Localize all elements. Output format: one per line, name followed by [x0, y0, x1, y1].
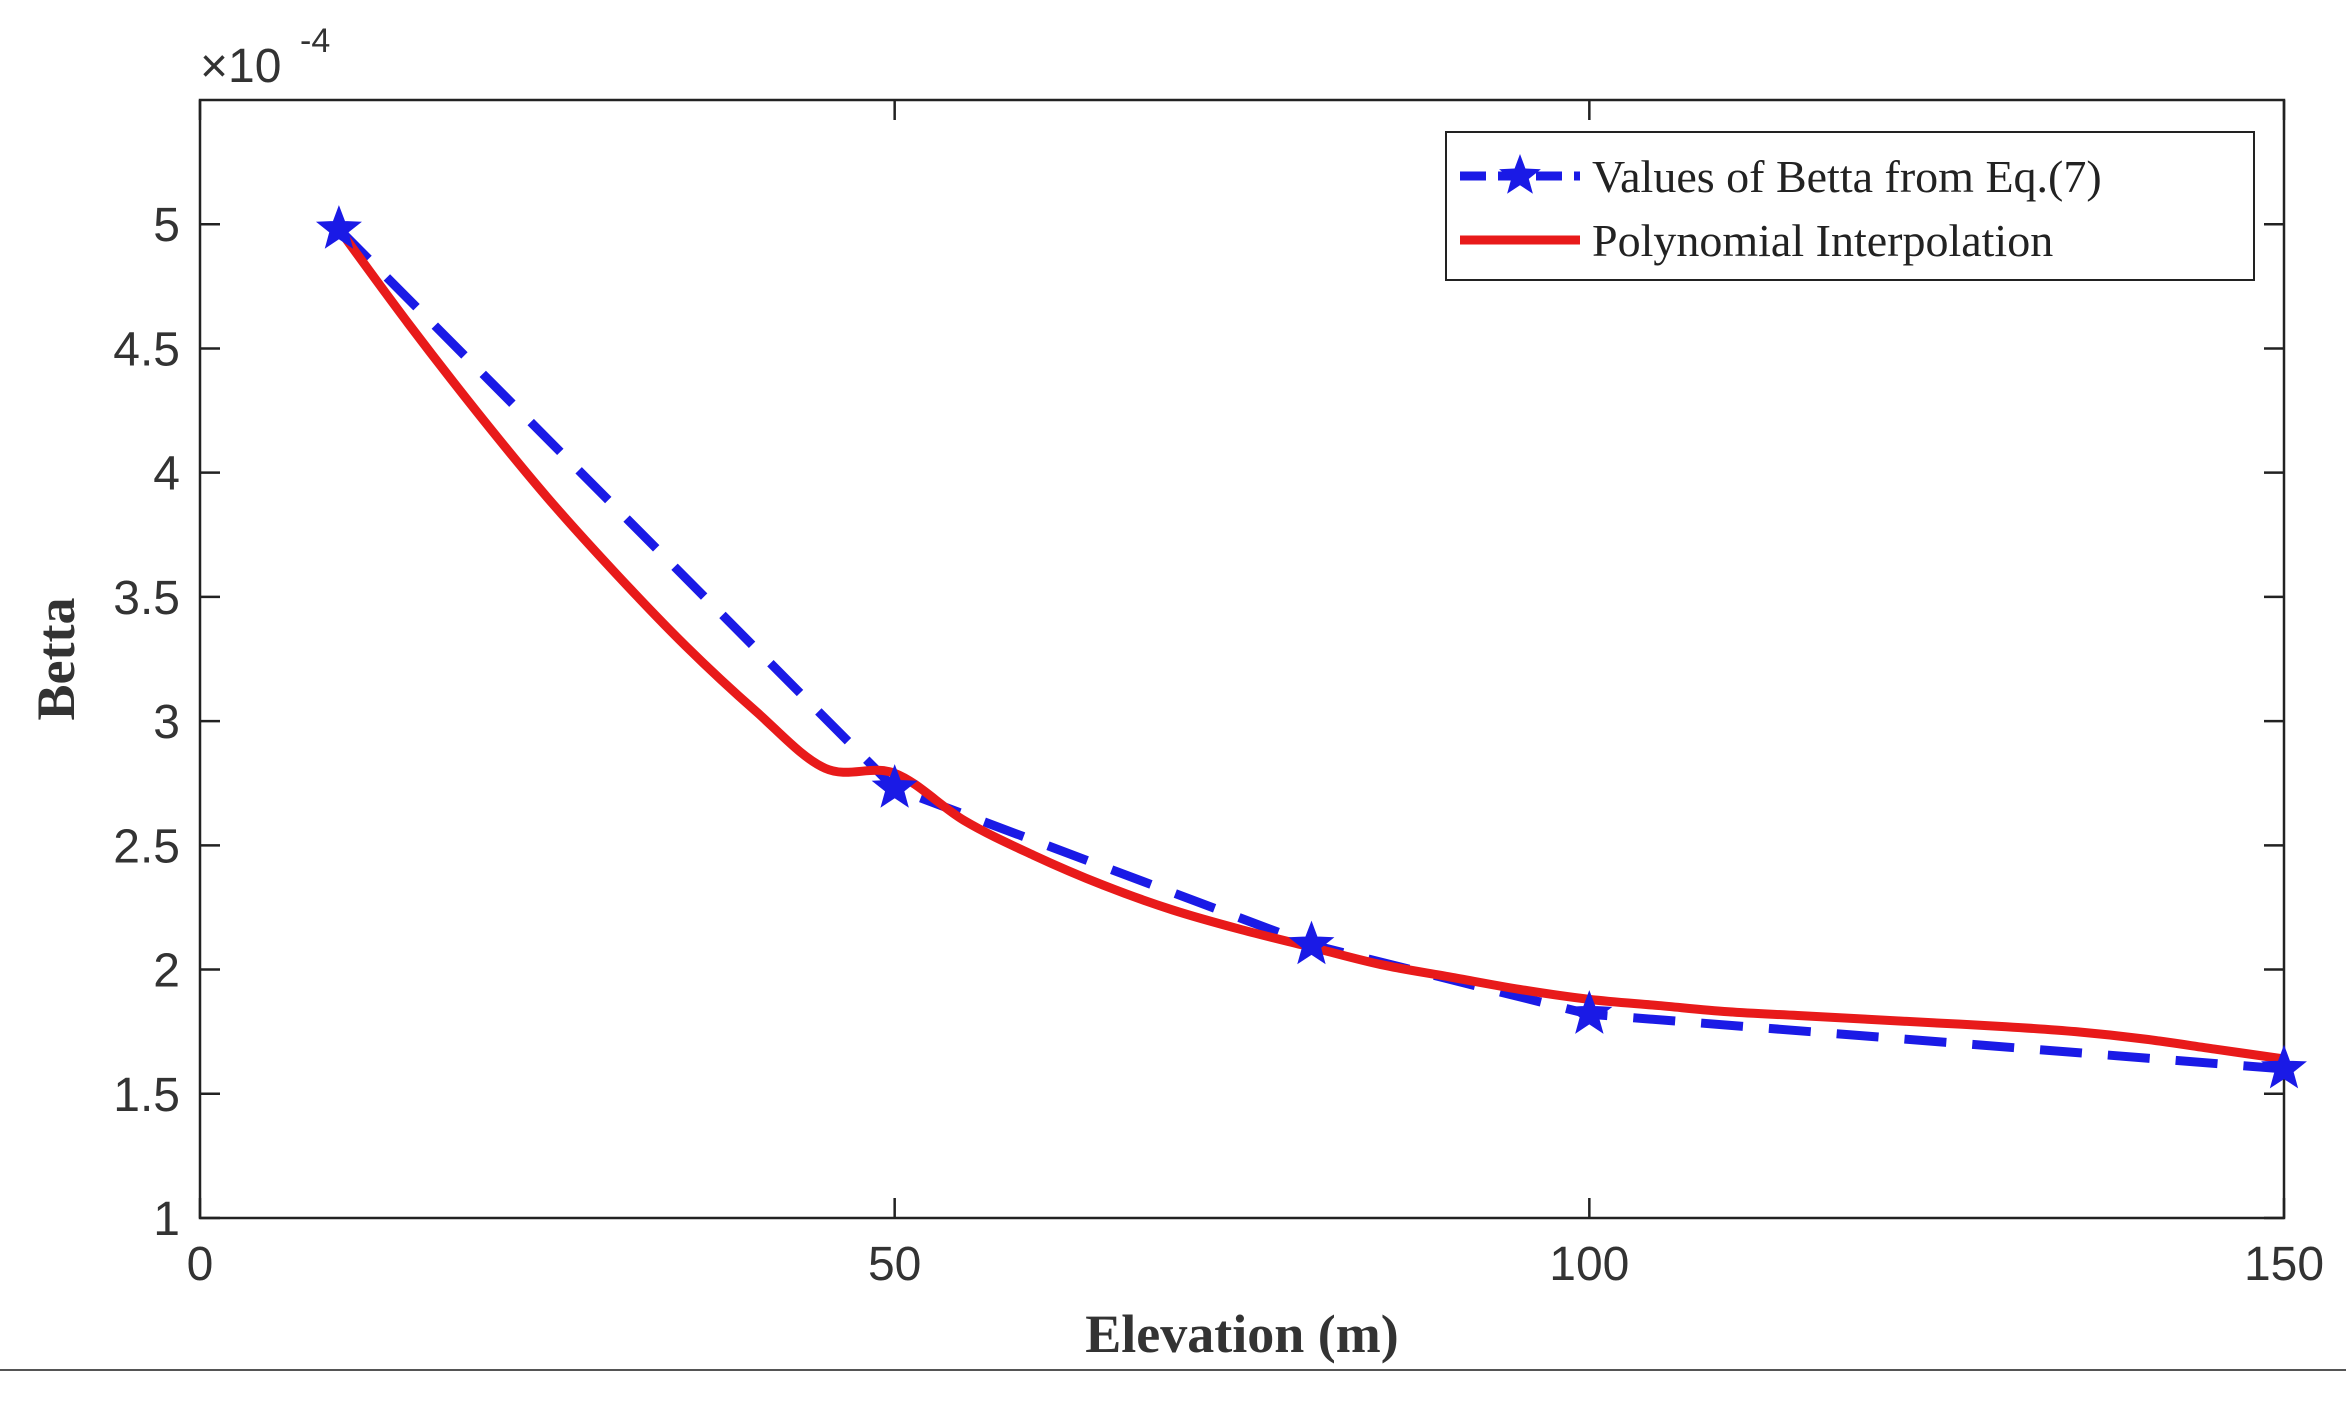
y-tick-label: 5 — [153, 199, 180, 252]
y-exponent-label: ×10 — [200, 40, 281, 93]
plot-frame — [198, 98, 2286, 1220]
legend-layer: Values of Betta from Eq.(7) Polynomial In… — [1445, 131, 2255, 281]
y-tick-label: 1.5 — [113, 1069, 180, 1122]
data-point-star — [2261, 1044, 2307, 1089]
legend-star-marker — [1499, 154, 1541, 194]
legend-label-betta-eq7: Values of Betta from Eq.(7) — [1592, 151, 2102, 202]
x-tick-label: 0 — [187, 1238, 214, 1291]
series-line-polynomial — [334, 224, 2289, 1064]
data-point-star — [1288, 920, 1335, 965]
data-point-star — [1566, 990, 1613, 1034]
legend-label-polynomial: Polynomial Interpolation — [1592, 215, 2053, 266]
x-tick-label: 100 — [1549, 1238, 1629, 1291]
y-tick-label: 1 — [153, 1193, 180, 1246]
series-layer — [315, 205, 2307, 1089]
data-point-star — [871, 764, 918, 808]
y-tick-label: 4 — [153, 448, 180, 501]
x-tick-label: 50 — [868, 1238, 921, 1291]
y-tick-label: 2 — [153, 945, 180, 998]
y-tick-label: 3.5 — [113, 572, 180, 625]
y-tick-label: 2.5 — [113, 820, 180, 873]
x-axis-label: Elevation (m) — [1085, 1304, 1398, 1364]
x-tick-label: 150 — [2244, 1238, 2324, 1291]
y-tick-label: 3 — [153, 696, 180, 749]
y-axis-label: Betta — [26, 598, 86, 721]
y-tick-label: 4.5 — [113, 323, 180, 376]
axes-layer: 0 50 100 150 1 1.5 2 2.5 3 3.5 4 4.5 5 ×10 -4 Elevation… — [0, 22, 2346, 1371]
legend-box — [1445, 131, 2255, 281]
y-exponent-power: -4 — [300, 22, 330, 60]
data-point-star — [315, 205, 362, 249]
